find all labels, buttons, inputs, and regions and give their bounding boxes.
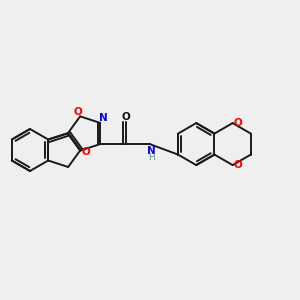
Text: O: O: [122, 112, 130, 122]
Text: O: O: [82, 146, 90, 157]
Text: H: H: [148, 153, 154, 162]
Text: N: N: [100, 113, 108, 123]
Text: O: O: [234, 118, 242, 128]
Text: O: O: [234, 160, 242, 170]
Text: O: O: [73, 107, 82, 117]
Text: N: N: [147, 146, 156, 156]
